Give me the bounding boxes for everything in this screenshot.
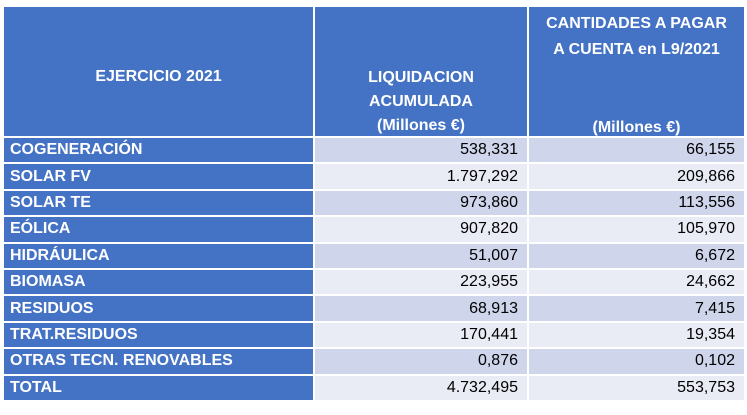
header-cantidades-line1: CANTIDADES A PAGAR (546, 15, 727, 32)
cantidades-value: 24,662 (527, 267, 746, 297)
table-row: BIOMASA 223,955 24,662 (2, 267, 746, 297)
liquidacion-value: 68,913 (313, 294, 529, 323)
liquidacion-value: 1.797,292 (313, 162, 529, 191)
header-liquidacion-line2: ACUMULADA (369, 93, 473, 110)
table-row: HIDRÁULICA 51,007 6,672 (2, 241, 746, 270)
header-liquidacion-unit: (Millones €) (376, 117, 465, 134)
total-cantidades-value: 553,753 (527, 373, 746, 402)
header-cantidades-line2: A CUENTA en L9/2021 (553, 41, 720, 58)
liquidacion-value: 170,441 (313, 320, 529, 350)
total-liquidacion-value: 4.732,495 (313, 373, 529, 402)
table-row: TRAT.RESIDUOS 170,441 19,354 (2, 320, 746, 350)
liquidacion-value: 0,876 (313, 347, 529, 376)
liquidacion-value: 973,860 (313, 188, 529, 218)
row-label: RESIDUOS (2, 294, 315, 323)
row-label: BIOMASA (2, 267, 315, 297)
header-ejercicio: EJERCICIO 2021 (2, 5, 315, 138)
row-label: SOLAR TE (2, 188, 315, 218)
liquidation-table: EJERCICIO 2021 LIQUIDACION ACUMULADA (Mi… (2, 5, 746, 402)
table-row: SOLAR TE 973,860 113,556 (2, 188, 746, 218)
cantidades-value: 6,672 (527, 241, 746, 270)
cantidades-value: 0,102 (527, 347, 746, 376)
header-liquidacion: LIQUIDACION ACUMULADA (Millones €) (313, 5, 529, 138)
table-row-total: TOTAL 4.732,495 553,753 (2, 373, 746, 402)
header-cantidades: CANTIDADES A PAGAR A CUENTA en L9/2021 (… (527, 5, 746, 138)
header-ejercicio-label: EJERCICIO 2021 (95, 68, 222, 85)
cantidades-value: 7,415 (527, 294, 746, 323)
row-label: EÓLICA (2, 215, 315, 244)
liquidacion-value: 51,007 (313, 241, 529, 270)
cantidades-value: 105,970 (527, 215, 746, 244)
table-header-row: EJERCICIO 2021 LIQUIDACION ACUMULADA (Mi… (2, 5, 746, 138)
cantidades-value: 113,556 (527, 188, 746, 218)
cantidades-value: 209,866 (527, 162, 746, 191)
liquidacion-value: 907,820 (313, 215, 529, 244)
header-cantidades-unit: (Millones €) (592, 119, 681, 136)
total-label: TOTAL (2, 373, 315, 402)
row-label: TRAT.RESIDUOS (2, 320, 315, 350)
cantidades-value: 19,354 (527, 320, 746, 350)
cantidades-value: 66,155 (527, 135, 746, 165)
liquidacion-value: 223,955 (313, 267, 529, 297)
table-row: COGENERACIÓN 538,331 66,155 (2, 135, 746, 165)
table-row: OTRAS TECN. RENOVABLES 0,876 0,102 (2, 347, 746, 376)
table-row: EÓLICA 907,820 105,970 (2, 215, 746, 244)
row-label: SOLAR FV (2, 162, 315, 191)
table-row: RESIDUOS 68,913 7,415 (2, 294, 746, 323)
liquidacion-value: 538,331 (313, 135, 529, 165)
table-row: SOLAR FV 1.797,292 209,866 (2, 162, 746, 191)
row-label: OTRAS TECN. RENOVABLES (2, 347, 315, 376)
row-label: HIDRÁULICA (2, 241, 315, 270)
header-liquidacion-line1: LIQUIDACION (368, 69, 474, 86)
row-label: COGENERACIÓN (2, 135, 315, 165)
